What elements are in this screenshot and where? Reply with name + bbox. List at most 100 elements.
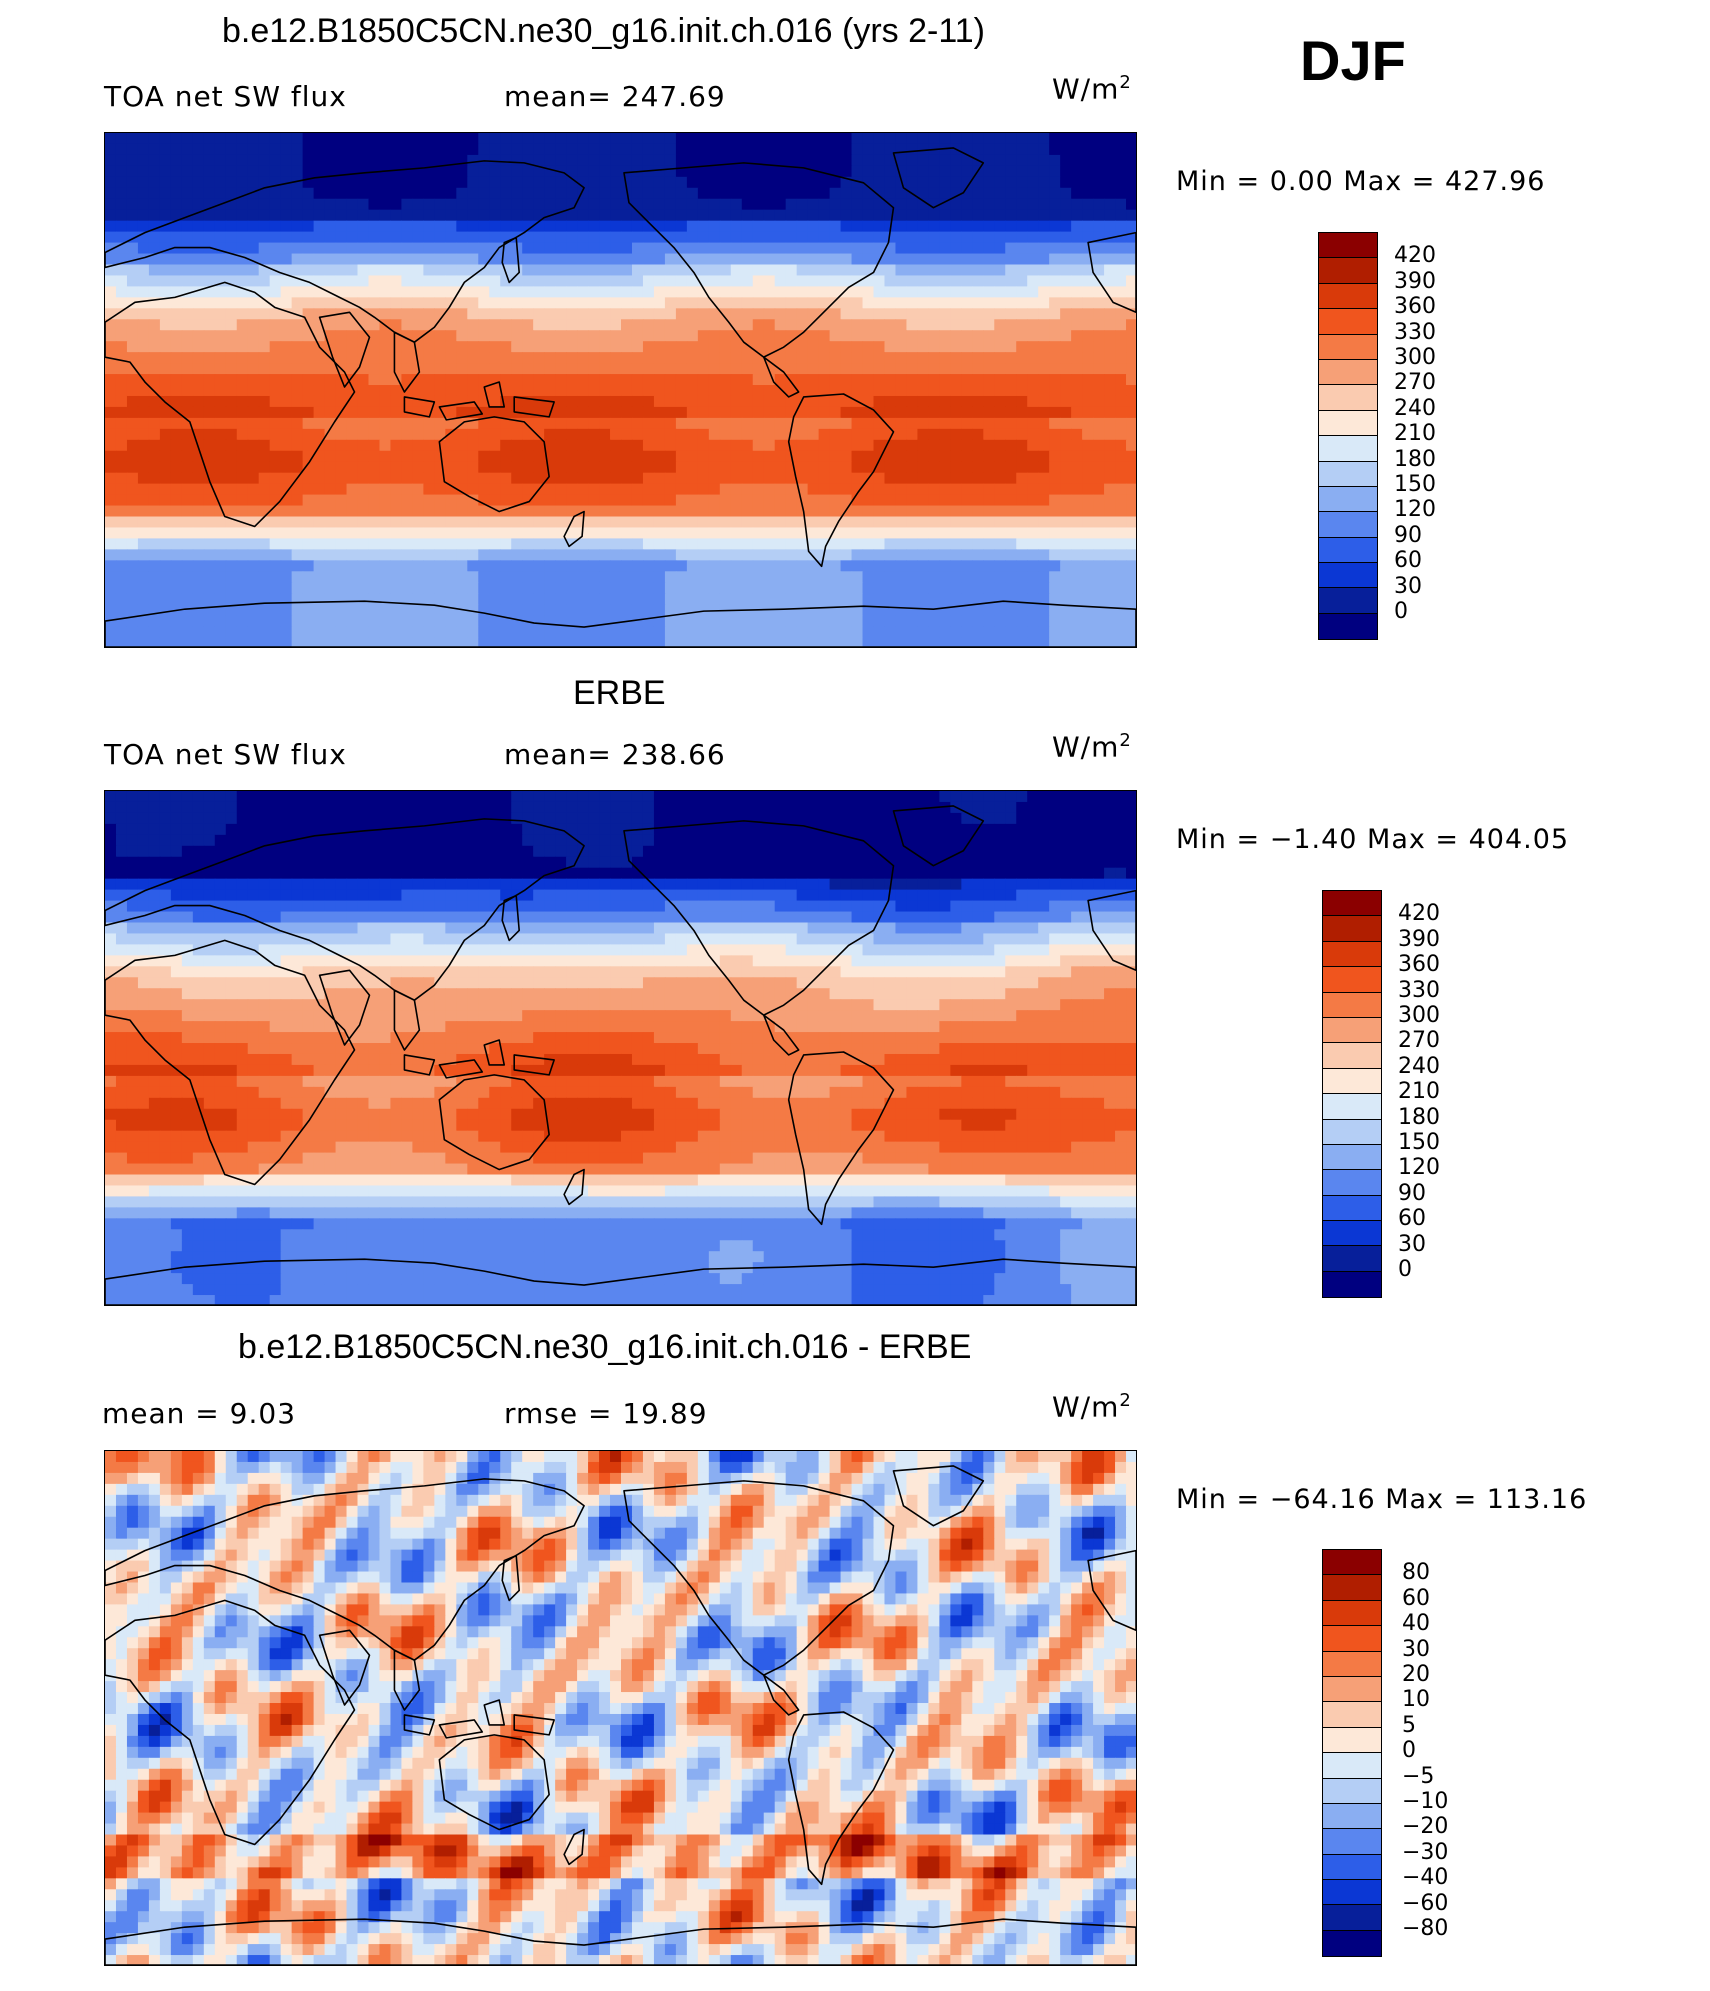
- field-cell: [478, 165, 490, 178]
- field-cell: [785, 308, 798, 320]
- field-cell: [664, 330, 677, 342]
- field-cell: [610, 549, 622, 561]
- field-cell: [763, 341, 776, 353]
- field-cell: [785, 428, 798, 441]
- field-cell: [555, 198, 567, 211]
- field-cell: [829, 187, 842, 200]
- field-cell: [939, 385, 951, 397]
- field-cell: [511, 363, 523, 375]
- field-cell: [653, 308, 666, 320]
- field-cell: [390, 264, 403, 277]
- field-cell: [467, 626, 479, 638]
- field-cell: [1016, 209, 1028, 222]
- field-cell: [522, 231, 534, 244]
- field-cell: [302, 231, 315, 244]
- field-cell: [840, 363, 853, 375]
- field-cell: [401, 637, 414, 647]
- field-cell: [884, 165, 897, 178]
- field-cell: [1016, 538, 1028, 550]
- field-cell: [544, 133, 556, 145]
- coastline: [762, 356, 800, 398]
- field-cell: [456, 461, 468, 474]
- field-cell: [752, 538, 765, 550]
- field-cell: [620, 253, 633, 266]
- field-cell: [412, 198, 424, 211]
- field-cell: [1005, 308, 1017, 320]
- field-cell: [577, 133, 589, 145]
- field-cell: [708, 198, 721, 211]
- field-cell: [610, 352, 622, 364]
- field-cell: [236, 845, 249, 858]
- field-cell: [445, 505, 457, 518]
- field-cell: [1038, 385, 1050, 397]
- field-cell: [313, 264, 326, 277]
- field-cell: [105, 494, 117, 507]
- field-cell: [961, 516, 973, 529]
- field-cell: [862, 330, 875, 342]
- field-cell: [412, 275, 424, 288]
- field-cell: [335, 253, 348, 266]
- field-cell: [950, 450, 962, 463]
- field-cell: [291, 571, 304, 583]
- field-cell: [1104, 286, 1116, 298]
- field-cell: [829, 494, 842, 507]
- field-cell: [686, 582, 699, 594]
- field-cell: [126, 363, 139, 375]
- field-cell: [1016, 352, 1028, 364]
- field-cell: [1027, 385, 1039, 397]
- field-cell: [851, 560, 864, 572]
- field-cell: [884, 801, 897, 814]
- field-cell: [390, 374, 403, 386]
- field-cell: [1049, 308, 1061, 320]
- field-cell: [214, 143, 227, 156]
- field-cell: [500, 450, 512, 463]
- field-cell: [686, 374, 699, 386]
- field-cell: [412, 791, 424, 803]
- field-cell: [774, 341, 787, 353]
- field-cell: [620, 341, 633, 353]
- field-cell: [159, 275, 172, 288]
- field-cell: [390, 297, 403, 309]
- field-cell: [917, 286, 930, 298]
- field-cell: [225, 253, 238, 266]
- field-cell: [610, 538, 622, 550]
- field-cell: [214, 527, 227, 540]
- field-cell: [467, 242, 479, 255]
- field-cell: [456, 330, 468, 342]
- field-cell: [1049, 363, 1061, 375]
- field-cell: [214, 516, 227, 529]
- field-cell: [1115, 133, 1127, 145]
- field-cell: [192, 253, 205, 266]
- field-cell: [599, 571, 611, 583]
- field-cell: [588, 461, 600, 474]
- field-cell: [906, 242, 919, 255]
- field-cell: [159, 812, 172, 825]
- field-cell: [796, 143, 809, 156]
- field-cell: [1082, 297, 1094, 309]
- field-cell: [291, 560, 304, 572]
- field-cell: [181, 352, 194, 364]
- field-cell: [357, 637, 370, 647]
- field-cell: [434, 615, 446, 627]
- field-cell: [610, 395, 622, 408]
- field-cell: [423, 626, 435, 638]
- field-cell: [1027, 220, 1039, 233]
- field-cell: [170, 352, 183, 364]
- field-cell: [533, 374, 545, 386]
- field-cell: [686, 801, 699, 814]
- field-cell: [840, 231, 853, 244]
- field-cell: [357, 231, 370, 244]
- field-cell: [203, 626, 216, 638]
- field-cell: [522, 582, 534, 594]
- field-cell: [664, 593, 677, 605]
- field-cell: [1038, 428, 1050, 441]
- field-cell: [719, 516, 732, 529]
- field-cell: [588, 308, 600, 320]
- field-cell: [489, 604, 501, 616]
- coastline: [787, 393, 895, 568]
- field-cell: [214, 363, 227, 375]
- field-cell: [1049, 406, 1061, 419]
- field-cell: [1027, 483, 1039, 496]
- field-cell: [1049, 516, 1061, 529]
- field-cell: [588, 253, 600, 266]
